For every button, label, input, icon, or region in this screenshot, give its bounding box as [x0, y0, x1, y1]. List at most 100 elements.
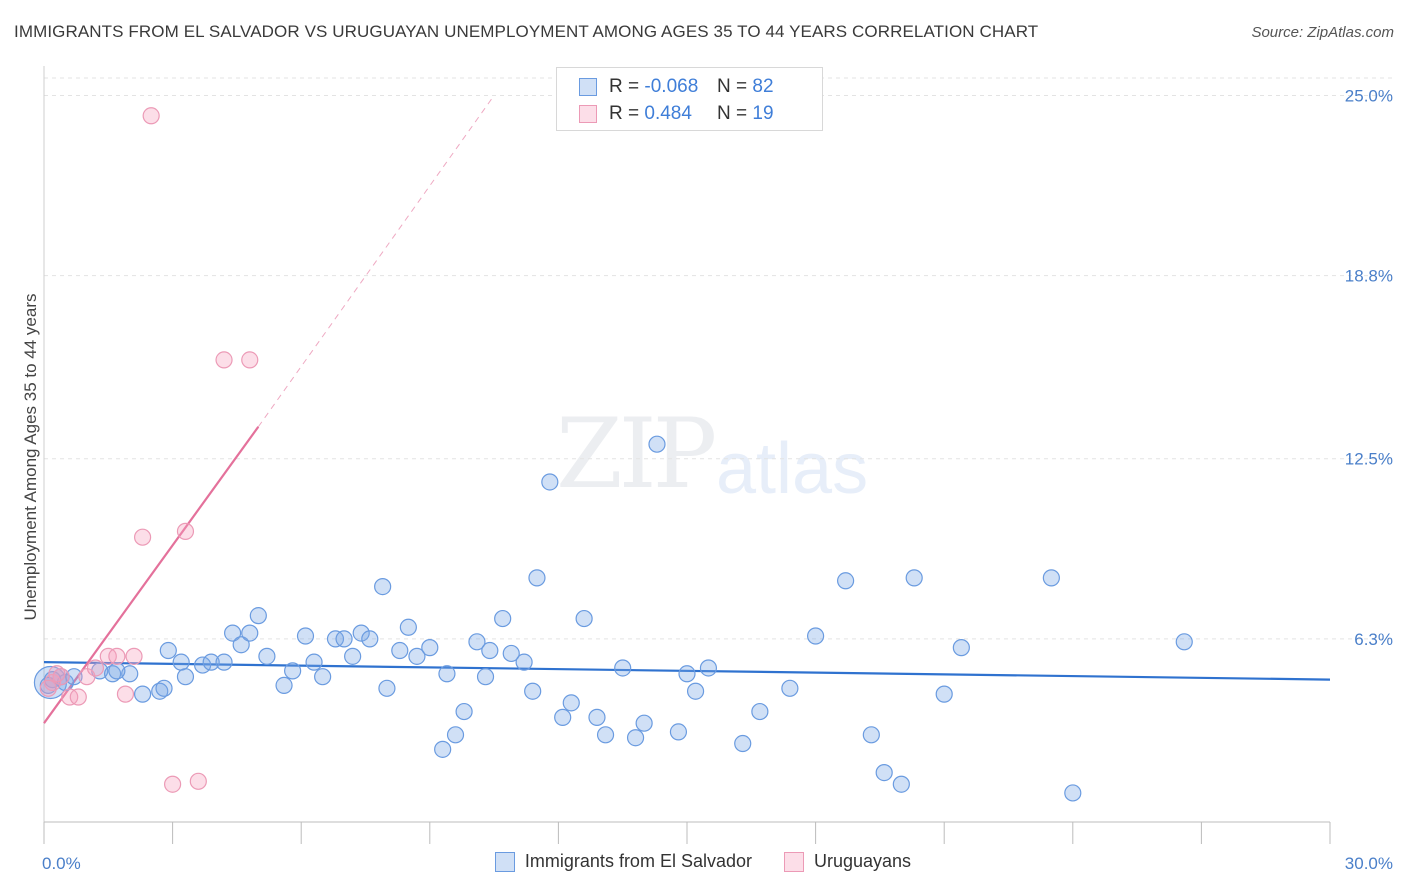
- data-point-blue: [378, 679, 396, 697]
- tick-labels: 6.3% 12.5% 18.8% 25.0% 0.0% 30.0%: [42, 86, 1393, 873]
- data-point-pink: [39, 679, 57, 697]
- data-point-blue: [296, 627, 315, 645]
- data-point-blue: [554, 708, 572, 726]
- legend-r-label: R =: [609, 103, 640, 124]
- series-legend-label: Immigrants from El Salvador: [524, 851, 752, 871]
- data-point-pink: [108, 647, 126, 665]
- series-legend-item-blue[interactable]: Immigrants from El Salvador: [494, 851, 752, 872]
- correlation-legend: R = -0.068 N = 82 R = 0.484 N = 19: [556, 67, 823, 131]
- data-point-blue: [438, 665, 456, 683]
- data-point-blue: [528, 569, 546, 587]
- data-point-blue: [172, 653, 190, 671]
- data-point-blue: [476, 668, 495, 686]
- data-point-blue: [335, 630, 353, 648]
- data-point-blue: [875, 763, 893, 782]
- data-point-pink: [86, 659, 105, 677]
- data-point-blue: [862, 726, 880, 744]
- series-swatch-pink: [784, 851, 804, 872]
- data-point-blue: [224, 624, 242, 642]
- data-point-blue: [678, 665, 696, 683]
- y-tick-label: 18.8%: [1345, 267, 1393, 286]
- data-point-blue: [699, 659, 718, 677]
- data-point-blue: [215, 653, 233, 671]
- data-point-blue: [284, 662, 302, 680]
- legend-row-pink: R = 0.484 N = 19: [579, 102, 774, 126]
- data-point-blue: [751, 702, 769, 721]
- data-point-blue: [361, 630, 379, 648]
- legend-n-value: 82: [752, 76, 774, 97]
- data-point-blue: [669, 723, 688, 741]
- data-point-blue: [502, 644, 520, 663]
- legend-r-value: -0.068: [644, 76, 699, 97]
- data-point-pink: [78, 668, 96, 686]
- trend-line-blue: [43, 661, 1331, 681]
- data-point-blue: [837, 572, 855, 590]
- data-point-pink: [142, 107, 160, 125]
- data-point-blue: [626, 729, 645, 747]
- data-point-blue: [314, 668, 332, 686]
- data-point-pink: [69, 688, 87, 706]
- data-point-blue: [391, 641, 409, 660]
- series-legend-label: Uruguayans: [814, 851, 912, 871]
- series-legend-item-pink[interactable]: Uruguayans: [784, 851, 911, 872]
- data-point-pink: [48, 665, 66, 683]
- data-point-blue: [344, 647, 362, 665]
- data-point-blue: [734, 734, 752, 753]
- chart-title: IMMIGRANTS FROM EL SALVADOR VS URUGUAYAN…: [14, 22, 1039, 41]
- y-tick-label: 12.5%: [1345, 450, 1393, 469]
- data-point-blue: [65, 668, 83, 686]
- data-point-blue: [421, 639, 439, 657]
- data-point-pink: [215, 351, 233, 369]
- data-point-blue: [108, 662, 126, 680]
- data-point-blue: [121, 665, 139, 683]
- data-point-blue: [905, 569, 923, 587]
- data-point-blue: [133, 685, 152, 703]
- data-point-pink: [125, 647, 143, 665]
- data-point-blue: [434, 740, 452, 758]
- y-tick-label: 25.0%: [1345, 86, 1393, 105]
- data-point-blue: [648, 435, 666, 453]
- data-point-blue: [352, 624, 370, 642]
- legend-swatch-pink: [579, 105, 597, 123]
- data-point-blue: [562, 694, 580, 712]
- data-point-blue: [935, 685, 953, 703]
- data-point-blue: [258, 647, 276, 665]
- data-point-pink: [189, 772, 207, 790]
- y-axis-label: Unemployment Among Ages 35 to 44 years: [21, 294, 40, 621]
- data-point-blue: [275, 676, 293, 695]
- data-point-blue: [575, 609, 593, 628]
- watermark-atlas: atlas: [716, 429, 869, 509]
- data-point-blue: [781, 679, 799, 697]
- trend-line-pink-extension: [257, 95, 495, 428]
- data-points: [33, 107, 1193, 802]
- series-swatch-blue: [494, 851, 515, 872]
- x-tick-label: 30.0%: [1345, 854, 1393, 873]
- data-point-blue: [455, 702, 473, 721]
- axes: [43, 66, 1331, 844]
- data-point-blue: [1064, 784, 1082, 802]
- legend-swatch-blue: [579, 78, 597, 96]
- data-point-blue: [541, 473, 559, 491]
- data-point-blue: [614, 659, 632, 677]
- data-point-blue: [399, 618, 417, 636]
- data-point-blue: [468, 633, 486, 651]
- data-point-blue: [588, 708, 606, 726]
- data-point-blue: [232, 636, 250, 654]
- legend-n-value: 19: [752, 103, 774, 124]
- data-point-blue: [305, 653, 323, 671]
- data-point-pink: [176, 522, 195, 540]
- data-point-pink: [241, 351, 259, 369]
- data-point-blue: [374, 577, 392, 596]
- data-point-blue: [176, 668, 195, 686]
- data-point-blue: [1175, 633, 1193, 651]
- data-point-blue: [408, 647, 426, 665]
- data-point-blue: [481, 641, 499, 660]
- data-point-blue: [635, 714, 653, 732]
- data-point-blue: [249, 607, 267, 625]
- data-point-pink: [164, 775, 182, 793]
- y-tick-label: 6.3%: [1354, 630, 1393, 649]
- data-point-blue: [596, 726, 615, 744]
- legend-r-label: R =: [609, 76, 640, 97]
- data-point-blue: [806, 627, 825, 645]
